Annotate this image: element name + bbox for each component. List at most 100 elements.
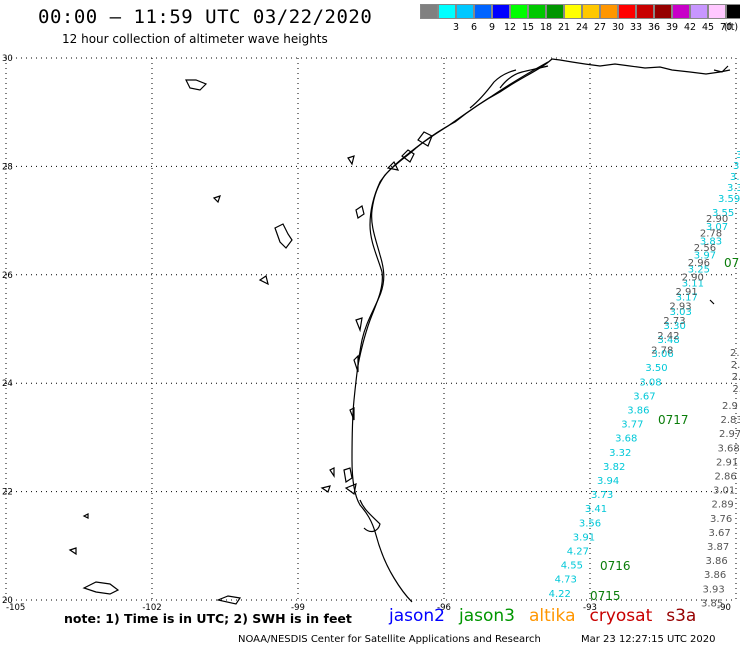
legend-swatch xyxy=(510,4,528,19)
swh-value-gray: 2.78 xyxy=(651,345,673,356)
coast-detail-upper xyxy=(347,131,433,219)
lon-tick-label: -90 xyxy=(717,603,731,613)
swh-value-gray: 2.93 xyxy=(669,302,691,313)
swh-value-cyan: 4.55 xyxy=(561,561,583,572)
legend-swatch xyxy=(546,4,564,19)
island-south xyxy=(68,513,242,605)
lat-tick-label: 28 xyxy=(2,162,13,172)
legend-swatch xyxy=(618,4,636,19)
legend-label: 70 xyxy=(719,22,733,33)
island-north xyxy=(185,79,208,91)
swh-value-cyan: 3.82 xyxy=(603,462,625,473)
wave-height-legend: 3 6 9 12 15 18 21 24 27 30 33 36 39 42 45 70 (ft) xyxy=(420,4,740,36)
swh-value-gray: 3.85 xyxy=(701,598,723,609)
satellite-s3a: s3a xyxy=(666,606,697,626)
legend-label: 39 xyxy=(665,22,679,33)
swh-value-cyan: 3.32 xyxy=(609,448,631,459)
swh-value-cyan: 3.41 xyxy=(585,504,607,515)
legend-label: 21 xyxy=(557,22,571,33)
swh-value-cyan: 3.73 xyxy=(591,490,613,501)
coast-detail-lower xyxy=(320,317,363,496)
generated-timestamp: Mar 23 12:27:15 UTC 2020 xyxy=(581,634,716,645)
satellite-altika: altika xyxy=(529,606,576,626)
swh-value-gray: 3.93 xyxy=(703,584,725,595)
lat-tick-label: 24 xyxy=(2,379,13,389)
swh-value-cyan: 4.73 xyxy=(555,575,577,586)
swh-value-gray: 2.89 xyxy=(712,500,734,511)
legend-swatch xyxy=(690,4,708,19)
legend-label: 3 xyxy=(452,22,460,33)
axis-tick-labels: -105 -102 -99 -96 -93 -90 30 28 26 24 22 20 xyxy=(2,54,731,613)
pass-time-label: 0716 xyxy=(600,559,631,573)
satellite-tracks: 3.593.553.073.833.973.253.113.173.033.30… xyxy=(549,150,740,609)
gulf-coast-outer xyxy=(351,58,553,603)
swh-value-cyan: 3.56 xyxy=(579,518,601,529)
swh-value-gray: 3.01 xyxy=(713,486,735,497)
swh-value-cyan: 3.11 xyxy=(682,279,704,290)
swh-value-cyan: 3.6 xyxy=(733,161,740,172)
legend-label: 27 xyxy=(593,22,607,33)
legend-swatch xyxy=(456,4,474,19)
map-title: 00:00 – 11:59 UTC 03/22/2020 xyxy=(38,6,373,28)
swh-value-gray: 2.96 xyxy=(688,258,710,269)
legend-label: 24 xyxy=(575,22,589,33)
lat-tick-label: 20 xyxy=(2,596,13,606)
lat-tick-label: 22 xyxy=(2,488,13,498)
lon-tick-label: -99 xyxy=(291,603,305,613)
swh-value-gray: 2.91 xyxy=(716,457,738,468)
swh-value-cyan: 3.6 xyxy=(730,172,740,183)
swh-value-cyan: 3.86 xyxy=(627,406,649,417)
lat-lon-grid xyxy=(5,57,737,601)
map-subtitle: 12 hour collection of altimeter wave hei… xyxy=(62,32,328,46)
satellite-jason3: jason3 xyxy=(459,606,515,626)
yucatan-coast xyxy=(359,499,381,533)
pass-time-label: 07 xyxy=(724,256,739,270)
legend-swatch xyxy=(636,4,654,19)
swh-value-cyan: 3.06 xyxy=(651,349,673,360)
legend-label: 18 xyxy=(539,22,553,33)
legend-swatch xyxy=(672,4,690,19)
swh-value-cyan: 3.59 xyxy=(718,194,740,205)
legend-label: 12 xyxy=(503,22,517,33)
legend-swatch xyxy=(528,4,546,19)
swh-value-gray: 2.83 xyxy=(721,415,740,426)
legend-label: 45 xyxy=(701,22,715,33)
legend-swatch xyxy=(726,4,740,19)
swh-value-gray: 2.56 xyxy=(694,243,716,254)
legend-swatch xyxy=(654,4,672,19)
swh-value-gray: 3.76 xyxy=(710,514,732,525)
swh-value-gray: 2. xyxy=(730,348,740,359)
swh-value-gray: 3.67 xyxy=(709,528,731,539)
swh-value-gray: 3.86 xyxy=(704,570,726,581)
map-note: note: 1) Time is in UTC; 2) SWH is in fe… xyxy=(64,611,352,626)
coastline xyxy=(68,58,731,605)
swh-value-gray: 2.73 xyxy=(663,316,685,327)
swh-value-gray: 2. xyxy=(731,360,740,371)
swh-value-gray: 2.78 xyxy=(700,229,722,240)
pass-time-label: 0715 xyxy=(590,589,621,603)
swh-value-gray: 2. xyxy=(732,372,740,383)
swh-value-cyan: 3.17 xyxy=(676,293,698,304)
legend-swatch xyxy=(420,4,438,19)
legend-unit: (ft) xyxy=(723,22,739,33)
swh-value-cyan: 3.08 xyxy=(639,377,661,388)
louisiana-coast xyxy=(469,58,731,109)
swh-value-gray: 2.42 xyxy=(657,331,679,342)
swh-value-cyan: 3.91 xyxy=(573,532,595,543)
legend-swatch xyxy=(438,4,456,19)
lon-tick-label: -105 xyxy=(6,603,25,613)
lon-tick-label: -93 xyxy=(583,603,597,613)
swh-value-cyan: 3.25 xyxy=(688,265,710,276)
lat-tick-label: 30 xyxy=(2,54,13,64)
legend-swatch xyxy=(474,4,492,19)
swh-value-gray: 2.90 xyxy=(706,214,728,225)
swh-value-cyan: 3.07 xyxy=(706,222,728,233)
satellite-jason2: jason2 xyxy=(389,606,445,626)
legend-label: 33 xyxy=(629,22,643,33)
swh-value-cyan: 4.27 xyxy=(567,547,589,558)
swh-value-gray: 3.68 xyxy=(718,443,740,454)
swh-value-gray: 2.91 xyxy=(676,287,698,298)
legend-label: 9 xyxy=(488,22,496,33)
swh-value-cyan: 3.03 xyxy=(670,307,692,318)
